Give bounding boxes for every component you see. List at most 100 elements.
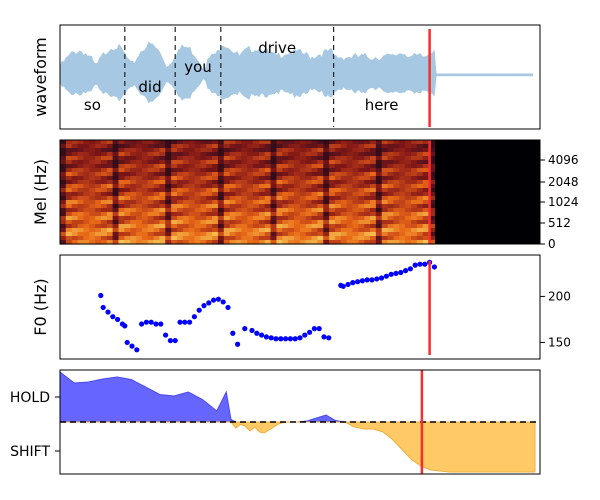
- mel-cell: [305, 164, 313, 169]
- mel-cell: [340, 140, 348, 145]
- mel-cell: [428, 164, 435, 169]
- mel-cell: [416, 140, 424, 145]
- mel-cell: [428, 216, 435, 221]
- mel-cell: [71, 160, 79, 165]
- mel-cell: [95, 172, 102, 177]
- mel-cell: [387, 240, 395, 245]
- mel-cell: [346, 228, 354, 233]
- mel-cell: [270, 180, 278, 185]
- mel-cell: [334, 152, 342, 157]
- mel-cell: [381, 168, 389, 173]
- mel-cell: [206, 220, 213, 225]
- mel-ytick-label: 1024: [548, 195, 579, 209]
- mel-cell: [264, 156, 272, 161]
- mel-cell: [375, 200, 383, 205]
- mel-cell: [352, 168, 359, 173]
- mel-cell: [358, 208, 365, 213]
- mel-cell: [171, 180, 178, 185]
- mel-cell: [294, 212, 301, 217]
- mel-cell: [422, 240, 430, 245]
- mel-cell: [405, 152, 412, 157]
- mel-cell: [229, 192, 237, 197]
- mel-cell: [428, 156, 435, 161]
- mel-cell: [165, 168, 172, 173]
- mel-cell: [352, 228, 359, 233]
- mel-cell: [136, 160, 143, 165]
- mel-cell: [247, 172, 254, 177]
- mel-cell: [364, 236, 371, 241]
- mel-cell: [112, 208, 120, 213]
- mel-cell: [83, 160, 90, 165]
- mel-cell: [182, 160, 190, 165]
- mel-cell: [100, 192, 108, 197]
- mel-cell: [223, 192, 231, 197]
- mel-cell: [340, 152, 348, 157]
- mel-cell: [112, 200, 120, 205]
- mel-cell: [282, 188, 289, 193]
- mel-cell: [399, 140, 406, 145]
- mel-cell: [422, 188, 430, 193]
- mel-cell: [399, 176, 406, 181]
- word-label: here: [365, 96, 399, 114]
- mel-cell: [136, 196, 143, 201]
- mel-cell: [171, 160, 178, 165]
- mel-cell: [100, 212, 108, 217]
- mel-cell: [188, 184, 196, 189]
- mel-cell: [381, 188, 389, 193]
- mel-cell: [370, 176, 377, 181]
- mel-cell: [352, 212, 359, 217]
- mel-cell: [212, 148, 219, 153]
- mel-cell: [212, 172, 219, 177]
- mel-cell: [141, 196, 149, 201]
- mel-cell: [235, 192, 242, 197]
- mel-cell: [241, 168, 248, 173]
- f0-point: [215, 296, 221, 302]
- mel-cell: [212, 228, 219, 233]
- mel-cell: [100, 140, 108, 145]
- mel-cell: [370, 152, 377, 157]
- mel-cell: [276, 212, 283, 217]
- mel-cell: [200, 160, 207, 165]
- mel-cell: [294, 156, 301, 161]
- mel-cell: [270, 224, 278, 229]
- mel-cell: [206, 196, 213, 201]
- mel-cell: [305, 176, 313, 181]
- mel-cell: [282, 236, 289, 241]
- mel-cell: [416, 220, 424, 225]
- mel-cell: [282, 172, 289, 177]
- mel-cell: [100, 164, 108, 169]
- mel-cell: [223, 196, 231, 201]
- mel-cell: [71, 196, 79, 201]
- mel-heatmap: [60, 140, 540, 245]
- mel-cell: [253, 176, 260, 181]
- mel-cell: [294, 144, 301, 149]
- mel-cell: [381, 180, 389, 185]
- mel-cell: [177, 220, 184, 225]
- mel-cell: [95, 152, 102, 157]
- mel-cell: [141, 192, 149, 197]
- mel-cell: [317, 156, 324, 161]
- mel-cell: [235, 228, 242, 233]
- mel-cell: [346, 160, 354, 165]
- mel-cell: [141, 188, 149, 193]
- mel-cell: [153, 232, 161, 237]
- mel-cell: [65, 196, 73, 201]
- mel-cell: [194, 204, 201, 209]
- mel-cell: [311, 200, 318, 205]
- mel-cell: [364, 188, 371, 193]
- mel-cell: [270, 204, 278, 209]
- mel-cell: [317, 192, 324, 197]
- mel-cell: [329, 220, 336, 225]
- mel-cell: [387, 224, 395, 229]
- mel-cell: [65, 228, 73, 233]
- mel-cell: [405, 196, 412, 201]
- mel-cell: [182, 144, 190, 149]
- mel-cell: [136, 220, 143, 225]
- mel-ytick-label: 0: [548, 237, 556, 251]
- mel-cell: [311, 176, 318, 181]
- mel-cell: [206, 208, 213, 213]
- mel-cell: [171, 152, 178, 157]
- mel-cell: [212, 196, 219, 201]
